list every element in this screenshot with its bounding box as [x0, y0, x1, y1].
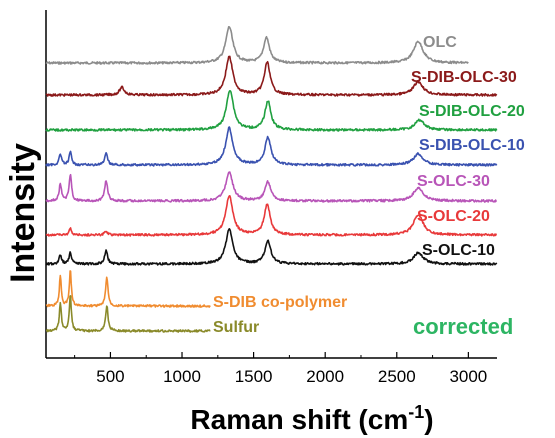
x-tick-label: 1500 [235, 367, 273, 386]
series-layer [45, 25, 498, 333]
series-label-4: S-DIB-OLC-10 [419, 137, 525, 154]
x-axis-label: Raman shift (cm-1) [190, 402, 433, 435]
x-tick-label: 2500 [378, 367, 416, 386]
x-tick-label: 1000 [163, 367, 201, 386]
y-axis-label: Intensity [4, 143, 42, 283]
x-tick-label: 3000 [449, 367, 487, 386]
series-line-5 [45, 171, 497, 203]
series-label-5: S-OLC-30 [417, 173, 490, 190]
series-label-7: S-OLC-10 [422, 242, 495, 259]
series-line-3 [45, 90, 498, 132]
labels-layer: OLC S-DIB-OLC-30 S-DIB-OLC-20 S-DIB-OLC-10 S… [213, 34, 525, 336]
series-line-2 [45, 55, 498, 97]
x-axis-label-sup: -1 [408, 402, 424, 422]
series-line-8 [45, 270, 211, 308]
x-axis-label-close: ) [424, 404, 433, 435]
series-line-9 [45, 295, 211, 333]
corrected-annotation: corrected [413, 314, 513, 339]
series-label-1: OLC [423, 34, 457, 51]
x-tick-label: 2000 [306, 367, 344, 386]
series-line-1 [45, 25, 469, 65]
x-tick-label: 500 [96, 367, 124, 386]
series-label-6: S-OLC-20 [417, 208, 490, 225]
axes: 500 1000 1500 2000 2500 3000 [45, 10, 497, 386]
series-label-2: S-DIB-OLC-30 [411, 69, 517, 86]
series-label-9: Sulfur [213, 319, 259, 336]
series-label-8: S-DIB co-polymer [213, 294, 347, 311]
series-label-3: S-DIB-OLC-20 [419, 103, 525, 120]
x-axis-label-main: Raman shift (cm [190, 404, 408, 435]
series-line-6 [45, 195, 498, 237]
series-line-4 [45, 126, 498, 167]
series-line-7 [45, 228, 498, 266]
